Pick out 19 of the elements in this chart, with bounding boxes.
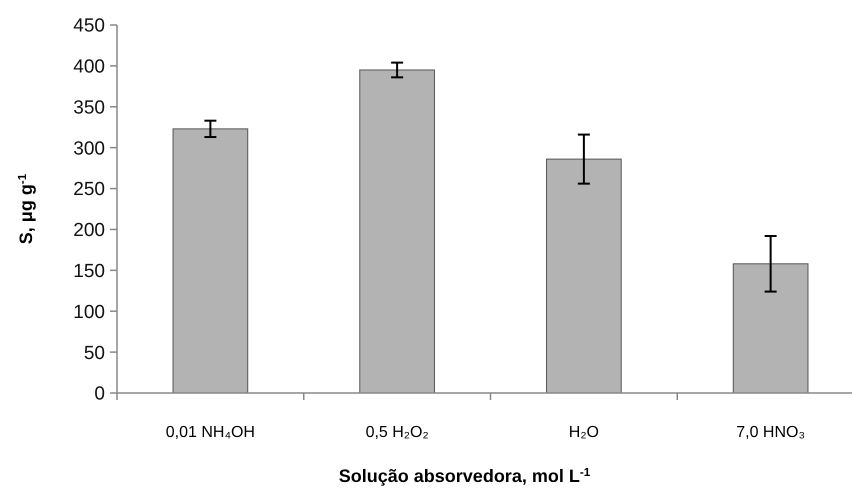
bar [172, 128, 248, 394]
y-tick-label: 150 [73, 260, 105, 282]
y-tick-label: 400 [73, 56, 105, 78]
x-tick-label: 0,01 NH₄OH [166, 424, 255, 441]
x-axis-title: Solução absorvedora, mol L$^{-1}$ [338, 466, 591, 486]
y-tick-label: 200 [73, 220, 105, 242]
bar [359, 69, 435, 394]
y-tick-label: 0 [94, 384, 105, 405]
y-tick-label: 450 [73, 16, 105, 37]
bar [732, 263, 808, 394]
y-tick-label: 250 [73, 179, 105, 200]
y-tick-label: 350 [73, 97, 105, 118]
y-tick-label: 300 [73, 138, 105, 160]
x-tick-label: 0,5 H₂O₂ [366, 424, 429, 441]
y-tick-label: 50 [84, 342, 105, 364]
x-tick-label: 7,0 HNO₃ [736, 424, 806, 441]
x-tick-label: H₂O [568, 424, 599, 441]
y-tick-label: 100 [73, 302, 105, 323]
bar [546, 158, 622, 394]
